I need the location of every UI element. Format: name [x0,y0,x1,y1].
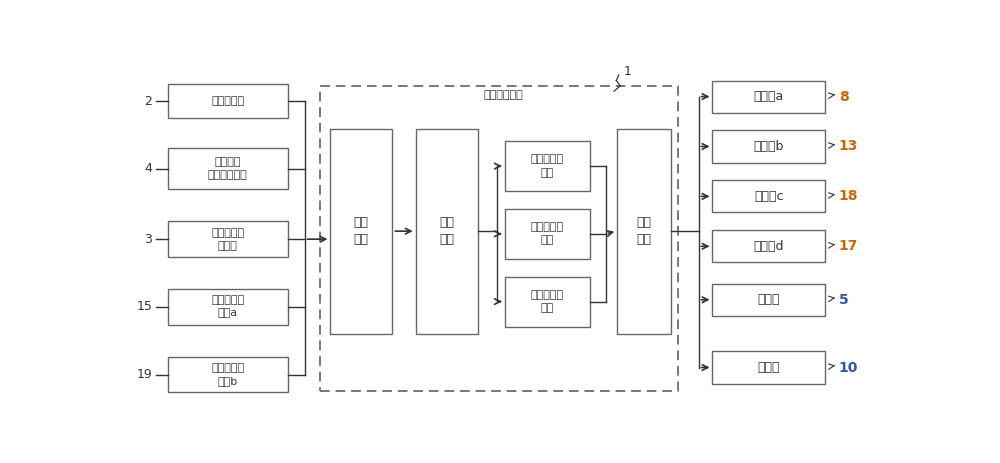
Bar [505,141,590,191]
Bar [416,129,478,334]
Text: 液压泵控制
模块: 液压泵控制 模块 [531,290,564,313]
Text: 8: 8 [839,89,849,104]
Text: 5: 5 [839,293,849,307]
Bar [505,209,590,259]
Text: 10: 10 [839,361,858,375]
Text: 2: 2 [144,94,152,107]
Text: 车身加速度
传感器: 车身加速度 传感器 [211,227,244,251]
Text: 1: 1 [624,65,632,78]
Bar [712,131,825,163]
Text: 18: 18 [839,189,858,203]
Text: 输入
模块: 输入 模块 [354,216,369,246]
Text: 电磁阀控制
模块: 电磁阀控制 模块 [531,155,564,178]
Text: 液压压力传
感器b: 液压压力传 感器b [211,363,244,386]
Text: 液压泵: 液压泵 [757,361,780,374]
Bar [168,357,288,393]
Bar [712,81,825,113]
Bar [712,230,825,263]
Text: 15: 15 [136,300,152,313]
Text: 17: 17 [839,239,858,253]
Text: 液压压力传
感器a: 液压压力传 感器a [211,295,244,319]
Bar [168,289,288,325]
Bar [168,84,288,118]
Text: 阻尼器控制
模块: 阻尼器控制 模块 [531,222,564,245]
Text: 车身横向
加速度传感器: 车身横向 加速度传感器 [208,157,248,181]
Text: 19: 19 [136,368,152,381]
Bar [712,284,825,316]
Text: 电磁阀a: 电磁阀a [754,90,784,103]
Text: 电磁阀c: 电磁阀c [754,190,783,203]
Text: 输出
模块: 输出 模块 [637,216,652,246]
Text: 运算
模块: 运算 模块 [439,216,454,246]
Bar [617,129,671,334]
Text: 车速传感器: 车速传感器 [211,96,244,106]
Bar [320,86,678,391]
Text: 13: 13 [839,139,858,153]
Bar [168,148,288,189]
Bar [168,221,288,257]
Bar [712,180,825,213]
Text: 电子控制单元: 电子控制单元 [483,90,523,100]
Text: 节流孔: 节流孔 [757,293,780,306]
Text: 3: 3 [144,233,152,246]
Bar [505,276,590,326]
Text: 电磁阀b: 电磁阀b [753,140,784,153]
Bar [330,129,392,334]
Text: 电磁阀d: 电磁阀d [753,240,784,253]
Text: 4: 4 [144,162,152,175]
Bar [712,351,825,383]
